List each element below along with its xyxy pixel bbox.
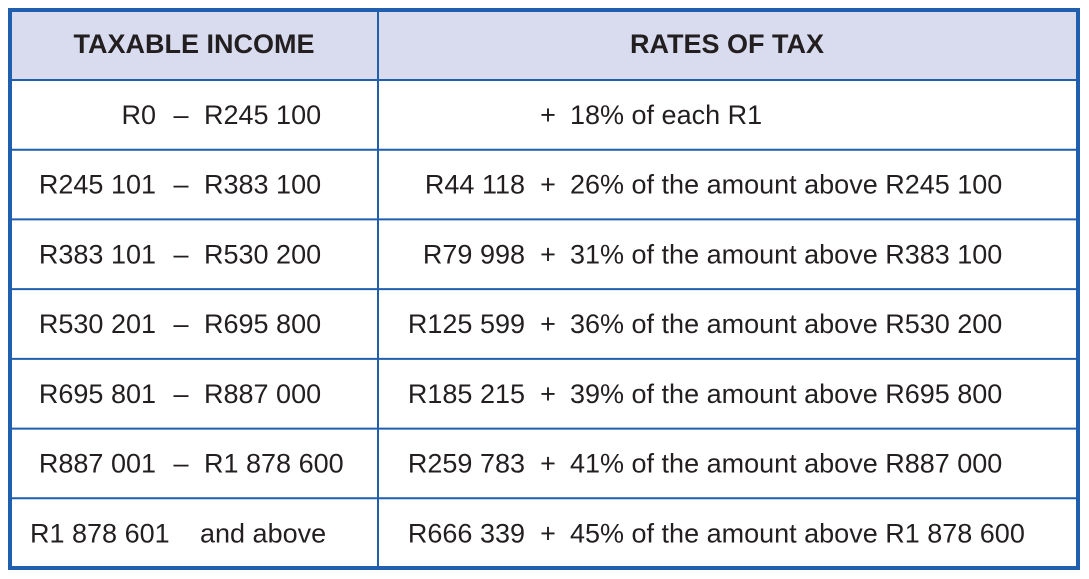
income-from: R0 xyxy=(121,100,156,130)
grid xyxy=(10,10,1078,568)
rate-base: R259 783 xyxy=(408,449,525,479)
rate-plus: + xyxy=(540,309,556,339)
income-to: R887 000 xyxy=(204,379,321,409)
rate-text: 31% of the amount above R383 100 xyxy=(570,239,1002,269)
rate-base: R125 599 xyxy=(408,309,525,339)
rate-plus: + xyxy=(540,100,556,130)
income-dash: – xyxy=(173,100,188,130)
income-from: R530 201 xyxy=(39,309,156,339)
header-background xyxy=(10,10,1078,80)
income-to: R530 200 xyxy=(204,239,321,269)
income-to: R695 800 xyxy=(204,309,321,339)
rate-text: 18% of each R1 xyxy=(570,100,762,130)
rate-text: 26% of the amount above R245 100 xyxy=(570,170,1002,200)
rate-base: R79 998 xyxy=(423,239,525,269)
rate-plus: + xyxy=(540,518,556,548)
rate-base: R666 339 xyxy=(408,518,525,548)
income-from: R383 101 xyxy=(39,239,156,269)
rate-plus: + xyxy=(540,449,556,479)
rate-base: R44 118 xyxy=(425,170,525,200)
rate-plus: + xyxy=(540,239,556,269)
rate-plus: + xyxy=(540,379,556,409)
rate-text: 45% of the amount above R1 878 600 xyxy=(570,518,1025,548)
income-dash: – xyxy=(173,309,188,339)
table-border xyxy=(8,8,1080,570)
income-dash: – xyxy=(173,170,188,200)
income-dash: – xyxy=(173,379,188,409)
header-cell: TAXABLE INCOME xyxy=(74,29,315,59)
rate-text: 41% of the amount above R887 000 xyxy=(570,449,1002,479)
income-from: R245 101 xyxy=(39,170,156,200)
income-note: and above xyxy=(200,518,326,548)
rate-text: 39% of the amount above R695 800 xyxy=(570,379,1002,409)
income-to: R245 100 xyxy=(204,100,321,130)
rate-plus: + xyxy=(540,170,556,200)
header-cell: RATES OF TAX xyxy=(630,29,824,59)
rate-base: R185 215 xyxy=(408,379,525,409)
income-dash: – xyxy=(173,449,188,479)
income-to: R383 100 xyxy=(204,170,321,200)
income-from: R887 001 xyxy=(39,449,156,479)
rate-text: 36% of the amount above R530 200 xyxy=(570,309,1002,339)
income-dash: – xyxy=(173,239,188,269)
income-to: R1 878 600 xyxy=(204,449,344,479)
income-from: R695 801 xyxy=(39,379,156,409)
income-from: R1 878 601 xyxy=(30,518,170,548)
